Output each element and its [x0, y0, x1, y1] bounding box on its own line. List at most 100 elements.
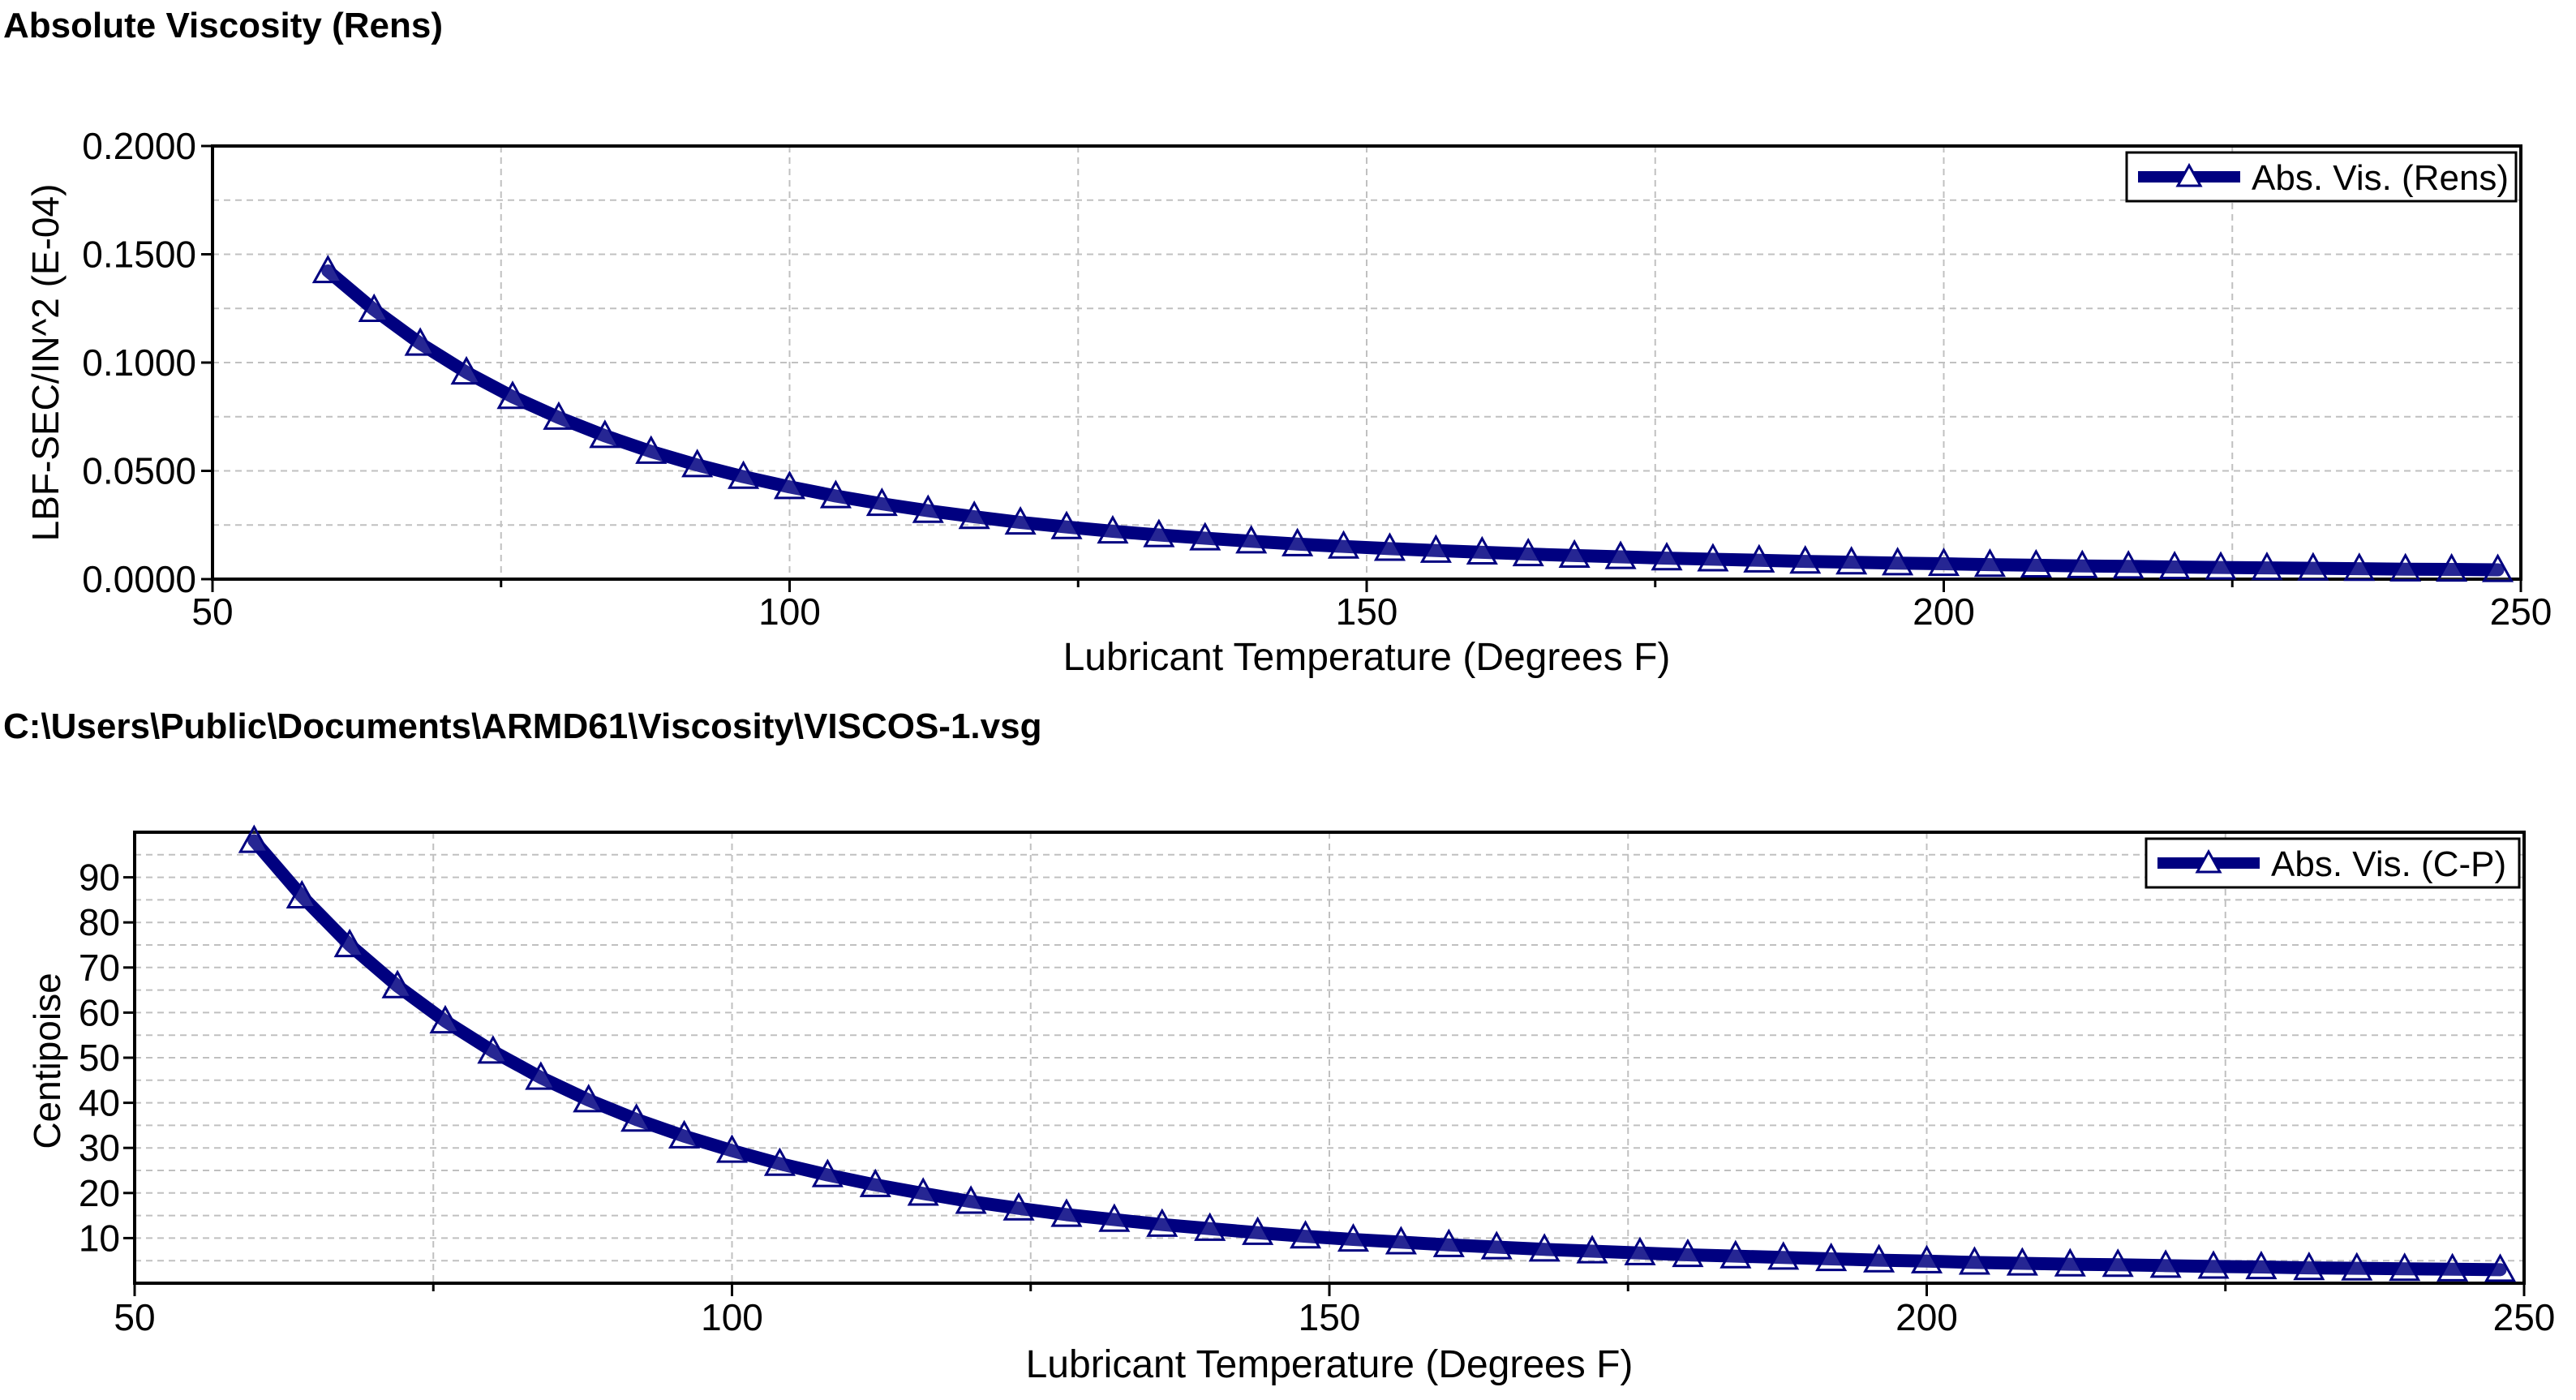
data-point-marker: [1815, 1242, 1848, 1272]
y-tick-label: 30: [79, 1127, 120, 1169]
data-point-marker: [955, 1185, 987, 1214]
data-point-marker: [1624, 1236, 1656, 1265]
data-point-marker: [1719, 1239, 1752, 1269]
x-tick-label: 100: [758, 590, 821, 633]
y-tick-label: 80: [79, 901, 120, 943]
data-point-marker: [1004, 505, 1037, 535]
data-point-marker: [404, 327, 436, 356]
data-point-marker: [1743, 543, 1775, 573]
data-point-marker: [811, 1158, 844, 1187]
x-tick-label: 150: [1299, 1296, 1361, 1338]
data-point-marker: [2484, 1253, 2517, 1282]
data-point-marker: [1512, 537, 1544, 567]
data-point-marker: [1385, 1226, 1417, 1255]
data-point-marker: [715, 1134, 749, 1163]
series-line: [247, 834, 2507, 1277]
chart-title: Absolute Viscosity (Rens): [3, 6, 443, 45]
data-point-marker: [2054, 1248, 2086, 1277]
data-point-marker: [2197, 1250, 2230, 1279]
y-tick-label: 0.0000: [82, 558, 196, 600]
y-tick-label: 40: [79, 1082, 120, 1124]
x-tick-label: 50: [191, 590, 233, 633]
data-point-marker: [681, 449, 714, 478]
data-point-marker: [1235, 525, 1268, 554]
data-point-marker: [2297, 552, 2329, 581]
data-point-marker: [1146, 1208, 1179, 1237]
data-point-marker: [2205, 551, 2237, 580]
y-tick-label: 50: [79, 1037, 120, 1079]
x-tick-label: 200: [1896, 1296, 1958, 1338]
y-tick-label: 70: [79, 947, 120, 989]
data-point-marker: [2436, 1252, 2469, 1282]
data-point-marker: [2245, 1250, 2278, 1280]
data-point-marker: [958, 500, 990, 530]
data-point-marker: [1466, 535, 1498, 565]
data-point-marker: [1927, 547, 1960, 577]
data-point-marker: [1697, 543, 1729, 572]
y-tick-label: 0.1500: [82, 234, 196, 276]
x-tick-label: 250: [2490, 590, 2552, 633]
x-axis-label: Lubricant Temperature (Degrees F): [1026, 1343, 1634, 1386]
data-point-marker: [1002, 1192, 1035, 1221]
data-point-marker: [1789, 545, 1822, 574]
data-point-marker: [1480, 1230, 1513, 1260]
data-point-marker: [477, 1035, 509, 1064]
data-point-marker: [543, 401, 575, 430]
data-point-marker: [2389, 1252, 2421, 1282]
y-tick-label: 90: [79, 857, 120, 899]
data-point-marker: [728, 460, 760, 489]
y-tick-label: 60: [79, 991, 120, 1033]
data-point-marker: [912, 494, 944, 523]
legend-marker: [2175, 162, 2203, 187]
data-point-marker: [1282, 527, 1314, 556]
data-point-marker: [358, 293, 390, 322]
data-point-marker: [1327, 530, 1360, 559]
legend: Abs. Vis. (Rens): [2125, 151, 2518, 203]
data-point-marker: [1835, 546, 1868, 575]
data-point-marker: [1373, 532, 1406, 561]
data-point-marker: [1097, 514, 1129, 544]
data-point-marker: [1604, 540, 1637, 569]
data-point-marker: [2481, 553, 2514, 582]
data-point-marker: [2436, 552, 2468, 582]
y-tick-label: 0.0500: [82, 450, 196, 492]
y-axis-label: Centipoise: [26, 973, 68, 1149]
data-point-marker: [573, 1084, 605, 1113]
y-tick-label: 0.2000: [82, 125, 196, 167]
data-point-marker: [311, 254, 344, 284]
data-point-marker: [773, 470, 806, 500]
data-point-marker: [635, 435, 668, 464]
data-point-marker: [1143, 518, 1175, 548]
data-point-marker: [1050, 1198, 1083, 1227]
data-point-marker: [1973, 548, 2006, 578]
data-point-marker: [2006, 1247, 2038, 1276]
data-point-marker: [2020, 548, 2052, 578]
data-point-marker: [2343, 552, 2376, 582]
data-point-marker: [1576, 1235, 1608, 1264]
data-point-marker: [2158, 550, 2191, 580]
file-path-label: C:\Users\Public\Documents\ARMD61\Viscosi…: [3, 706, 1042, 746]
y-tick-label: 10: [79, 1217, 120, 1259]
data-point-marker: [865, 487, 898, 517]
legend: Abs. Vis. (C-P): [2145, 837, 2521, 889]
data-point-marker: [450, 355, 483, 385]
data-point-marker: [1189, 522, 1221, 551]
legend-marker: [2195, 848, 2222, 874]
data-point-marker: [1242, 1216, 1274, 1245]
data-point-marker: [1863, 1243, 1896, 1273]
data-point-marker: [2149, 1249, 2182, 1278]
data-point-marker: [525, 1061, 557, 1090]
data-point-marker: [620, 1103, 653, 1132]
data-point-marker: [1910, 1244, 1943, 1273]
data-point-marker: [238, 824, 270, 853]
data-point-marker: [2112, 550, 2145, 579]
data-point-marker: [381, 969, 414, 998]
x-axis-label: Lubricant Temperature (Degrees F): [1063, 636, 1671, 679]
data-point-marker: [907, 1177, 939, 1206]
data-point-marker: [333, 928, 366, 958]
data-point-marker: [1337, 1222, 1370, 1252]
data-point-marker: [2389, 552, 2422, 582]
data-point-marker: [1767, 1241, 1800, 1270]
data-point-marker: [2293, 1252, 2325, 1281]
